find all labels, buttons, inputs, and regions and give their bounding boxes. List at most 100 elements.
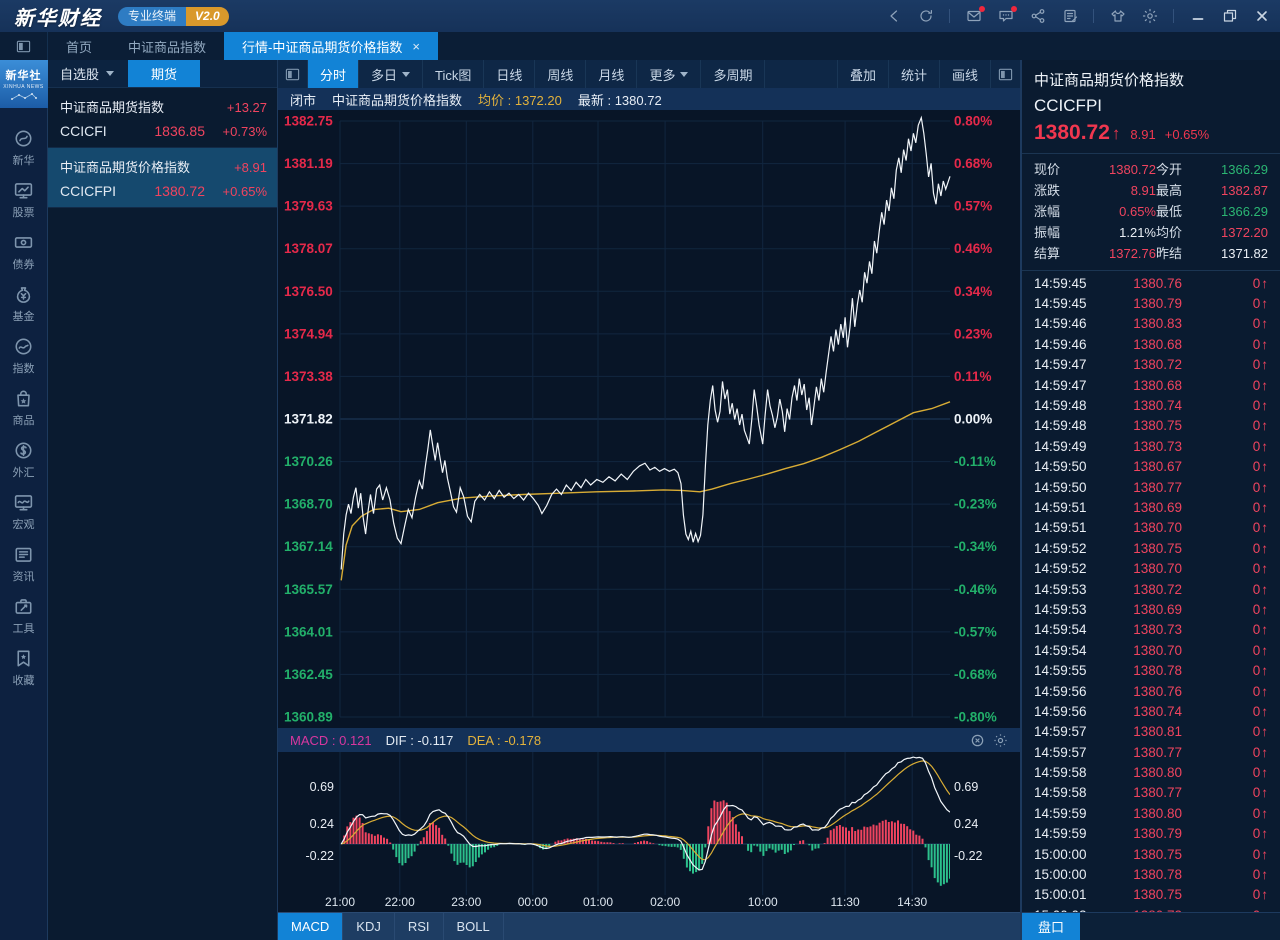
tick-row[interactable]: 14:59:51 1380.69 0 ↑ — [1022, 497, 1280, 517]
period-button-Tick图[interactable]: Tick图 — [423, 60, 485, 88]
tick-row[interactable]: 14:59:51 1380.70 0 ↑ — [1022, 518, 1280, 538]
watchlist-item-ccicfpi[interactable]: 中证商品期货价格指数 +8.91 CCICFPI 1380.72 +0.65% — [48, 148, 277, 208]
tick-row[interactable]: 14:59:47 1380.72 0 ↑ — [1022, 355, 1280, 375]
tool-button-画线[interactable]: 画线 — [938, 60, 990, 88]
refresh-icon[interactable] — [917, 8, 934, 25]
tick-row[interactable]: 14:59:45 1380.79 0 ↑ — [1022, 293, 1280, 313]
tool-button-叠加[interactable]: 叠加 — [836, 60, 888, 88]
period-button-日线[interactable]: 日线 — [484, 60, 536, 88]
tick-volume-value: 0 — [1252, 561, 1261, 577]
panel-toggle-left-icon[interactable] — [278, 60, 308, 88]
sidebar-item-forex[interactable]: 外汇 — [0, 434, 48, 486]
tick-row[interactable]: 14:59:46 1380.68 0 ↑ — [1022, 334, 1280, 354]
sidebar-item-favorites[interactable]: 收藏 — [0, 642, 48, 694]
sidebar-item-tools[interactable]: 工具 — [0, 590, 48, 642]
tick-row[interactable]: 14:59:53 1380.72 0 ↑ — [1022, 579, 1280, 599]
tab-2[interactable]: 中证商品指数 — [110, 32, 224, 60]
tick-row[interactable]: 14:59:58 1380.80 0 ↑ — [1022, 762, 1280, 782]
period-button-周线[interactable]: 周线 — [535, 60, 587, 88]
mail-icon[interactable] — [965, 5, 985, 25]
price-chart[interactable]: 1382.75 0.80% 1381.19 0.68% 1379.63 0.57% 1378… — [278, 110, 1020, 728]
tick-row[interactable]: 14:59:54 1380.73 0 ↑ — [1022, 620, 1280, 640]
tick-row[interactable]: 14:59:46 1380.83 0 ↑ — [1022, 314, 1280, 334]
sidebar-item-xinhua[interactable]: 新华 — [0, 122, 48, 174]
tick-row[interactable]: 14:59:56 1380.76 0 ↑ — [1022, 681, 1280, 701]
period-button-多日[interactable]: 多日 — [359, 60, 424, 88]
tick-row[interactable]: 14:59:53 1380.69 0 ↑ — [1022, 599, 1280, 619]
tick-row[interactable]: 14:59:59 1380.80 0 ↑ — [1022, 803, 1280, 823]
tick-volume: 0↑ — [1253, 867, 1268, 882]
panel-toggle-right-icon[interactable] — [990, 60, 1020, 88]
close-icon[interactable] — [1253, 8, 1270, 25]
up-arrow-icon: ↑ — [1261, 805, 1268, 821]
tick-row[interactable]: 15:00:01 1380.75 0 ↑ — [1022, 885, 1280, 905]
tool-button-统计[interactable]: 统计 — [887, 60, 939, 88]
sidebar-item-news[interactable]: 资讯 — [0, 538, 48, 590]
tick-row[interactable]: 14:59:52 1380.75 0 ↑ — [1022, 538, 1280, 558]
panel-toggle-icon[interactable] — [0, 32, 48, 60]
chat-icon[interactable] — [997, 5, 1017, 25]
watchlist-tab-futures[interactable]: 期货 — [128, 60, 201, 87]
indicator-tab-kdj[interactable]: KDJ — [343, 913, 395, 940]
tab-1[interactable]: 首页 — [48, 32, 110, 60]
period-button-分时[interactable]: 分时 — [308, 60, 360, 88]
tick-row[interactable]: 15:00:00 1380.78 0 ↑ — [1022, 864, 1280, 884]
sidebar-item-stock[interactable]: 股票 — [0, 174, 48, 226]
tick-price: 1380.74 — [1133, 703, 1182, 719]
indicator-tab-boll[interactable]: BOLL — [444, 913, 504, 940]
sidebar-item-bond[interactable]: 债券 — [0, 226, 48, 278]
time-axis-label: 00:00 — [517, 895, 548, 909]
tick-row[interactable]: 14:59:59 1380.79 0 ↑ — [1022, 824, 1280, 844]
watchlist-group-dropdown[interactable]: 自选股 — [48, 60, 128, 87]
settings-gear-icon[interactable] — [1141, 8, 1158, 25]
indicator-close-icon[interactable] — [970, 733, 985, 748]
watchlist-item-ccicfi[interactable]: 中证商品期货指数 +13.27 CCICFI 1836.85 +0.73% — [48, 88, 277, 148]
tick-row[interactable]: 14:59:50 1380.77 0 ↑ — [1022, 477, 1280, 497]
period-button-label: 周线 — [547, 67, 574, 83]
tick-row[interactable]: 15:00:00 1380.75 0 ↑ — [1022, 844, 1280, 864]
sidebar-item-index[interactable]: 指数 — [0, 330, 48, 382]
sidebar-item-label: 基金 — [12, 311, 35, 323]
tick-row[interactable]: 15:00:021380.72 0↑ — [1022, 905, 1280, 912]
period-button-月线[interactable]: 月线 — [586, 60, 638, 88]
tick-row[interactable]: 14:59:57 1380.77 0 ↑ — [1022, 742, 1280, 762]
back-icon[interactable] — [885, 8, 902, 25]
macd-chart[interactable]: 0.69 0.69 0.24 0.24 -0.22 -0.22 — [278, 752, 1020, 895]
tick-row[interactable]: 14:59:48 1380.74 0 ↑ — [1022, 395, 1280, 415]
sidebar-item-macro[interactable]: 宏观 — [0, 486, 48, 538]
indicator-settings-gear-icon[interactable] — [993, 733, 1008, 748]
tab-close-icon[interactable]: × — [412, 38, 420, 54]
tick-row[interactable]: 14:59:48 1380.75 0 ↑ — [1022, 416, 1280, 436]
tick-row[interactable]: 14:59:47 1380.68 0 ↑ — [1022, 375, 1280, 395]
stat-label: 现价 — [1034, 162, 1061, 177]
period-button-更多[interactable]: 更多 — [637, 60, 702, 88]
last-price: 1380.72 — [154, 183, 205, 199]
xinhua-news-logo[interactable]: 新华社 XINHUA NEWS — [0, 60, 48, 108]
period-button-多周期[interactable]: 多周期 — [701, 60, 766, 88]
tab-label: 行情-中证商品期货价格指数 — [242, 39, 403, 55]
tick-row[interactable]: 14:59:50 1380.67 0 ↑ — [1022, 457, 1280, 477]
tick-row[interactable]: 14:59:45 1380.76 0 ↑ — [1022, 273, 1280, 293]
tick-row[interactable]: 14:59:56 1380.74 0 ↑ — [1022, 701, 1280, 721]
indicator-tab-rsi[interactable]: RSI — [395, 913, 444, 940]
tab-3[interactable]: 行情-中证商品期货价格指数 × — [224, 32, 438, 60]
tick-row[interactable]: 14:59:58 1380.77 0 ↑ — [1022, 783, 1280, 803]
tabs-holder: 首页 中证商品指数 行情-中证商品期货价格指数 × — [48, 32, 438, 60]
memo-icon[interactable] — [1061, 8, 1078, 25]
sidebar-item-fund[interactable]: 基金 — [0, 278, 48, 330]
tick-row[interactable]: 14:59:54 1380.70 0 ↑ — [1022, 640, 1280, 660]
tick-row[interactable]: 14:59:49 1380.73 0 ↑ — [1022, 436, 1280, 456]
sidebar-item-commodity[interactable]: 商品 — [0, 382, 48, 434]
minimize-icon[interactable] — [1189, 8, 1206, 25]
restore-icon[interactable] — [1221, 8, 1238, 25]
svg-text:1373.38: 1373.38 — [284, 369, 333, 384]
tick-row[interactable]: 14:59:57 1380.81 0 ↑ — [1022, 722, 1280, 742]
tick-row[interactable]: 14:59:55 1380.78 0 ↑ — [1022, 660, 1280, 680]
indicator-tab-macd[interactable]: MACD — [278, 913, 344, 940]
theme-shirt-icon[interactable] — [1109, 8, 1126, 25]
share-icon[interactable] — [1029, 8, 1046, 25]
svg-text:0.34%: 0.34% — [954, 284, 992, 299]
tick-row[interactable]: 14:59:52 1380.70 0 ↑ — [1022, 558, 1280, 578]
watchlist-item-row1: 中证商品期货指数 +13.27 — [60, 97, 267, 116]
order-board-button[interactable]: 盘口 — [1022, 913, 1080, 940]
